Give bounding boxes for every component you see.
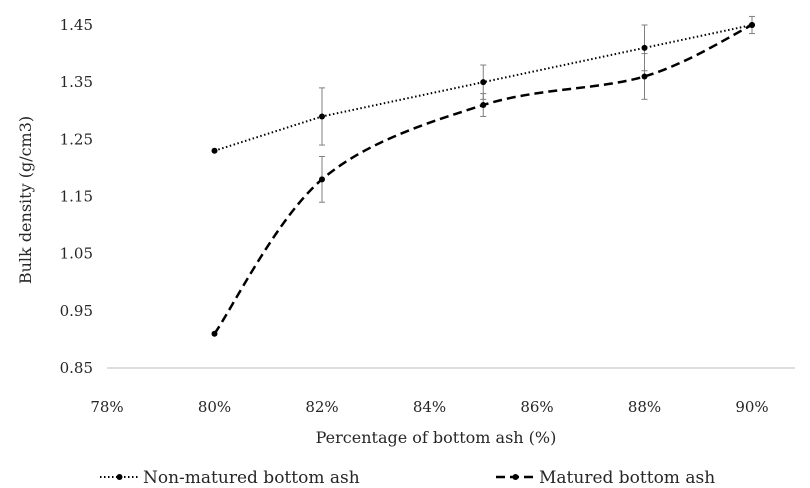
data-point [480, 79, 487, 86]
y-tick-label: 1.45 [60, 16, 93, 34]
data-point [480, 102, 487, 109]
legend-item-matured: Matured bottom ash [496, 468, 715, 488]
legend-label-non-matured: Non-matured bottom ash [143, 468, 360, 488]
x-tick-label: 84% [413, 398, 446, 416]
y-tick-label: 1.25 [60, 130, 93, 148]
data-point [211, 147, 218, 154]
legend-marker-non-matured [116, 474, 123, 480]
y-tick-label: 1.35 [60, 73, 93, 91]
y-tick-label: 1.05 [60, 245, 93, 263]
series-line-matured [213, 23, 753, 335]
x-tick-label: 88% [628, 398, 661, 416]
data-point [211, 330, 218, 337]
data-point [641, 44, 648, 51]
y-tick-label: 0.85 [60, 359, 93, 377]
y-tick-label: 1.15 [60, 188, 93, 206]
legend-marker-matured [512, 474, 519, 480]
x-axis-ticks: 78% 80% 82% 84% 86% 88% 90% [90, 398, 768, 416]
x-tick-label: 90% [735, 398, 768, 416]
y-axis-title: Bulk density (g/cm3) [16, 116, 35, 284]
data-point [319, 113, 325, 120]
series-non-matured [211, 22, 755, 154]
y-axis-ticks: 0.85 0.95 1.05 1.15 1.25 1.35 1.45 [60, 16, 93, 377]
series-layer [211, 15, 755, 337]
y-tick-label: 0.95 [60, 302, 93, 320]
x-tick-label: 78% [90, 398, 123, 416]
x-tick-label: 82% [305, 398, 338, 416]
legend-item-non-matured: Non-matured bottom ash [100, 468, 360, 488]
legend-label-matured: Matured bottom ash [539, 468, 715, 488]
series-matured [211, 15, 755, 337]
x-tick-label: 86% [520, 398, 553, 416]
data-point [319, 176, 325, 183]
data-point [749, 22, 755, 28]
x-tick-label: 80% [198, 398, 231, 416]
legend: Non-matured bottom ash Matured bottom as… [100, 468, 715, 488]
data-point [641, 73, 648, 80]
x-axis-title: Percentage of bottom ash (%) [316, 428, 557, 447]
